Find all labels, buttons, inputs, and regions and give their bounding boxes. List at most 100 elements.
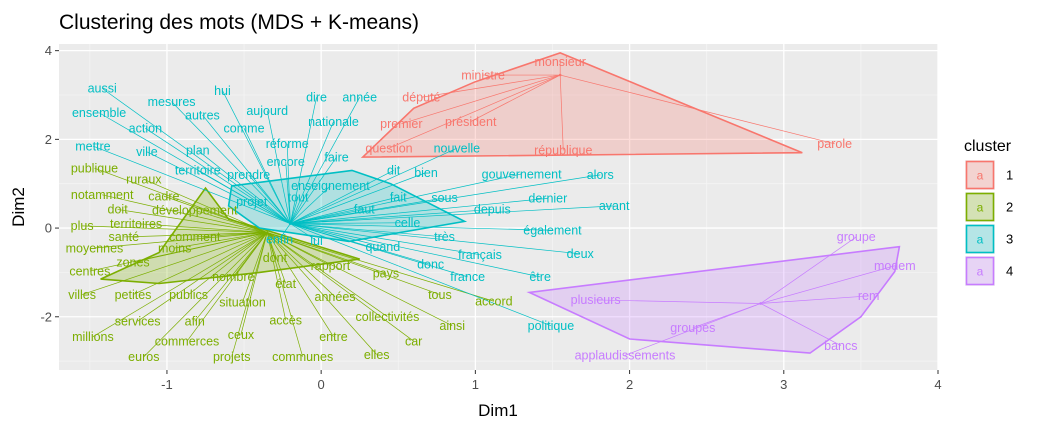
word-label: nouvelle — [434, 142, 481, 156]
axis-layer: -1 0 1 2 3 4 -2 0 2 4 — [40, 43, 941, 392]
y-axis-title: Dim2 — [9, 187, 28, 227]
word-label: années — [315, 290, 356, 304]
segment-3 — [146, 151, 291, 224]
segment-3 — [145, 127, 291, 224]
segment-2 — [266, 232, 336, 298]
word-label: services — [115, 315, 161, 329]
word-label: république — [534, 144, 592, 158]
segment-3 — [290, 223, 468, 278]
segment-3 — [279, 223, 291, 240]
segment-3 — [290, 196, 399, 224]
segment-3 — [289, 196, 299, 224]
word-label: gouvernement — [482, 167, 562, 181]
word-label: applaudissements — [575, 349, 676, 363]
word-label: centres — [69, 264, 110, 278]
segment-3 — [290, 170, 394, 224]
word-label: ruraux — [126, 173, 162, 187]
legend-key-letter: a — [977, 169, 984, 183]
word-label: accord — [475, 295, 513, 309]
word-label: français — [458, 248, 502, 262]
word-label: moins — [158, 241, 191, 255]
x-tick-label: 3 — [780, 377, 787, 392]
word-label: encore — [267, 155, 305, 169]
segment-1 — [388, 74, 561, 149]
word-label: dernier — [528, 192, 567, 206]
segment-2 — [240, 232, 268, 335]
word-label: projets — [213, 350, 251, 364]
word-label: moyennes — [66, 241, 124, 255]
segment-2 — [136, 223, 268, 233]
segment-2 — [92, 232, 268, 338]
segment-2 — [132, 232, 268, 295]
y-tick-label: 4 — [45, 43, 52, 58]
segment-3 — [289, 97, 317, 224]
segment-4 — [760, 303, 842, 346]
segment-4 — [760, 236, 857, 304]
word-label: plusieurs — [571, 293, 621, 307]
segment-3 — [290, 197, 445, 224]
segment-4 — [624, 303, 761, 356]
word-label: président — [445, 115, 497, 129]
segment-2 — [194, 232, 268, 322]
segment-layer — [82, 61, 895, 357]
segment-3 — [101, 88, 291, 224]
segment-3 — [290, 209, 365, 224]
word-label: commerces — [155, 334, 220, 348]
word-label: rapport — [311, 259, 351, 273]
word-label: dire — [306, 91, 327, 105]
segment-3 — [290, 223, 445, 238]
segment-3 — [290, 223, 552, 326]
word-label: territoires — [110, 217, 162, 231]
legend-label-4: 4 — [1006, 264, 1013, 279]
word-label: car — [405, 334, 422, 348]
segment-3 — [248, 174, 291, 224]
segment-2 — [266, 232, 287, 284]
segment-4 — [595, 299, 761, 304]
word-label: avant — [599, 199, 630, 213]
segment-3 — [202, 114, 291, 224]
legend-label-1: 1 — [1006, 168, 1013, 183]
word-label: collectivités — [356, 310, 420, 324]
word-label: nationale — [308, 115, 359, 129]
y-tick-label: 2 — [45, 132, 52, 147]
word-label: nombre — [212, 270, 254, 284]
word-label: petites — [115, 288, 152, 302]
segment-3 — [285, 161, 291, 224]
word-label: modem — [874, 259, 916, 273]
segment-2 — [188, 232, 268, 295]
cluster-center-4 — [759, 302, 762, 305]
word-label: celle — [395, 216, 421, 230]
segment-2 — [94, 232, 268, 249]
x-tick-label: -1 — [161, 377, 173, 392]
word-label: groupe — [837, 230, 876, 244]
segment-3 — [290, 205, 615, 224]
segment-3 — [290, 185, 331, 224]
word-label: aujourd — [246, 104, 288, 118]
segment-2 — [242, 232, 268, 303]
legend-key-letter: a — [977, 265, 984, 279]
word-label: publics — [169, 288, 208, 302]
word-label: france — [450, 270, 485, 284]
segment-2 — [267, 232, 453, 326]
legend-label-2: 2 — [1006, 200, 1013, 215]
y-tick-label: -2 — [40, 309, 52, 324]
word-label: ensemble — [72, 106, 126, 120]
segment-2 — [94, 167, 268, 233]
legend: cluster a 1 a 2 a 3 a 4 — [964, 138, 1013, 286]
segment-3 — [222, 90, 291, 224]
segment-3 — [290, 97, 361, 224]
word-label: action — [129, 122, 162, 136]
segment-2 — [123, 232, 268, 238]
word-label: fait — [390, 190, 407, 204]
legend-key-2 — [965, 192, 995, 222]
segment-1 — [560, 74, 835, 145]
word-label: monsieur — [534, 55, 585, 69]
word-label: millions — [72, 330, 114, 344]
word-label: question — [365, 142, 412, 156]
segment-2 — [174, 232, 268, 249]
word-label: communes — [272, 350, 333, 364]
segment-2 — [266, 232, 334, 337]
segment-3 — [266, 110, 291, 224]
legend-key-bg — [965, 160, 995, 190]
segment-3 — [290, 222, 408, 224]
